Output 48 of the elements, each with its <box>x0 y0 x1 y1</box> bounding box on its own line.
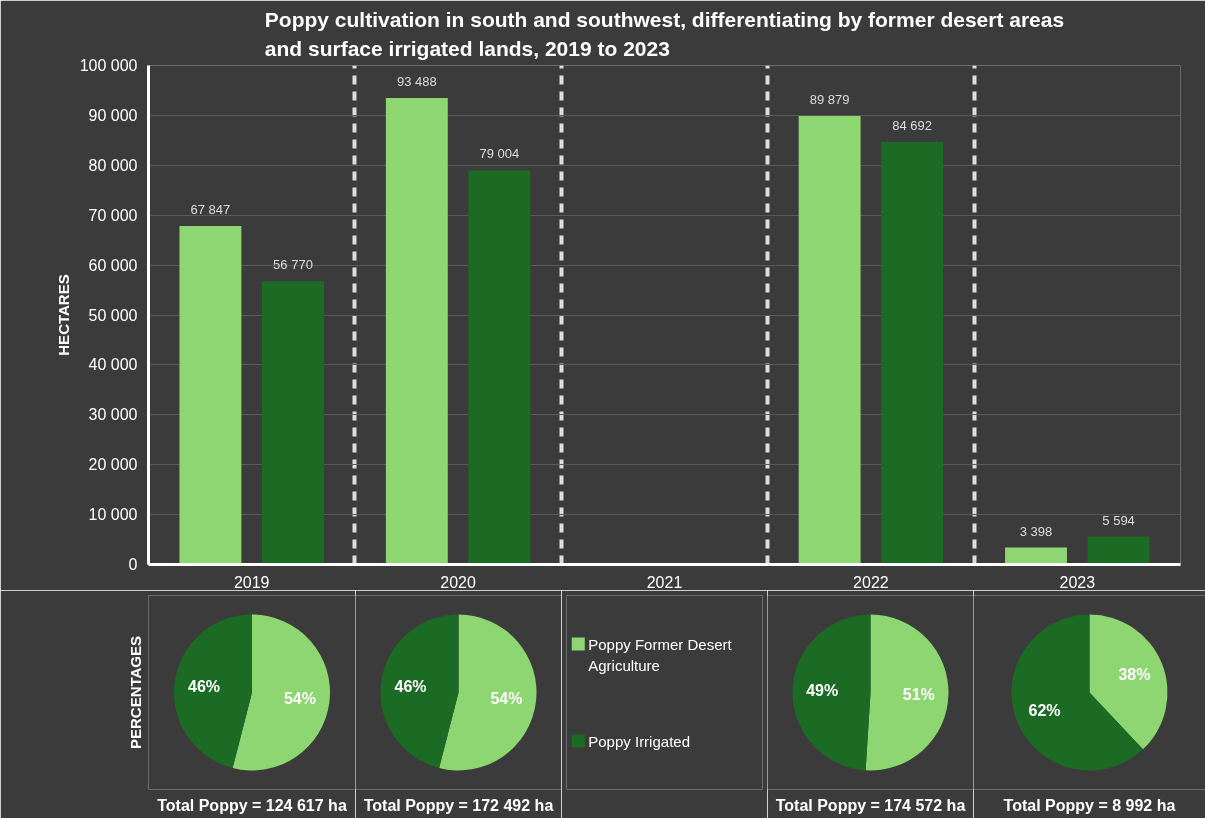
text: Total Poppy = 174 572 ha <box>775 796 966 814</box>
data-label: 67 847 <box>190 201 231 217</box>
y-tick-label: 20 000 <box>88 456 138 474</box>
y-tick-label: 50 000 <box>88 306 138 324</box>
bar <box>881 141 944 565</box>
y-tick-label: 70 000 <box>88 206 138 224</box>
data-label: 93 488 <box>396 73 437 89</box>
data-label: 56 770 <box>273 257 313 273</box>
legend-label: Poppy Former Desert Agriculture <box>588 636 733 675</box>
x-tick-label: 2023 <box>1059 573 1096 591</box>
x-tick-label: 2019 <box>233 573 270 591</box>
y-tick-label: 60 000 <box>88 256 138 274</box>
y-axis-title: HECTARES <box>54 274 72 356</box>
bar <box>385 97 448 565</box>
y-tick-label: 40 000 <box>88 356 138 374</box>
y-tick-label: 10 000 <box>88 506 138 524</box>
data-label: 38% <box>1118 666 1151 684</box>
bar <box>262 281 324 565</box>
text: Total Poppy = 8 992 ha <box>1003 796 1176 814</box>
data-label: 46% <box>394 677 427 695</box>
data-label: 89 879 <box>809 92 850 107</box>
data-label: 46% <box>188 677 221 695</box>
y-tick-label: 80 000 <box>88 156 138 174</box>
data-label: 5 594 <box>1102 512 1135 528</box>
chart-title: Poppy cultivation in south and southwest, differentiating by former desert areas and surface irrigated lands, 2019 to 2023 <box>264 7 1065 61</box>
bar <box>468 170 531 565</box>
legend-label: Poppy Irrigated <box>588 733 690 750</box>
data-label: 79 004 <box>479 146 520 162</box>
x-tick-label: 2022 <box>853 573 889 591</box>
text: Total Poppy = 172 492 ha <box>363 796 554 814</box>
data-label: 84 692 <box>892 117 933 133</box>
data-label: 54% <box>283 690 316 708</box>
x-tick-label: 2020 <box>440 573 476 591</box>
bar <box>179 225 242 565</box>
data-label: 51% <box>902 685 935 703</box>
text: PERCENTAGES <box>126 635 144 750</box>
bar <box>798 116 861 565</box>
y-tick-label: 30 000 <box>88 406 138 424</box>
text: Total Poppy = 124 617 ha <box>157 796 347 814</box>
bar <box>1087 536 1150 565</box>
x-tick-label: 2021 <box>646 573 683 591</box>
data-label: 49% <box>806 682 839 700</box>
y-tick-label: 90 000 <box>88 106 138 124</box>
data-label: 62% <box>1028 701 1061 719</box>
data-label: 54% <box>490 690 523 708</box>
y-tick-label: 100 000 <box>79 57 138 74</box>
y-tick-label: 0 <box>128 556 138 573</box>
data-label: 3 398 <box>1019 523 1053 539</box>
